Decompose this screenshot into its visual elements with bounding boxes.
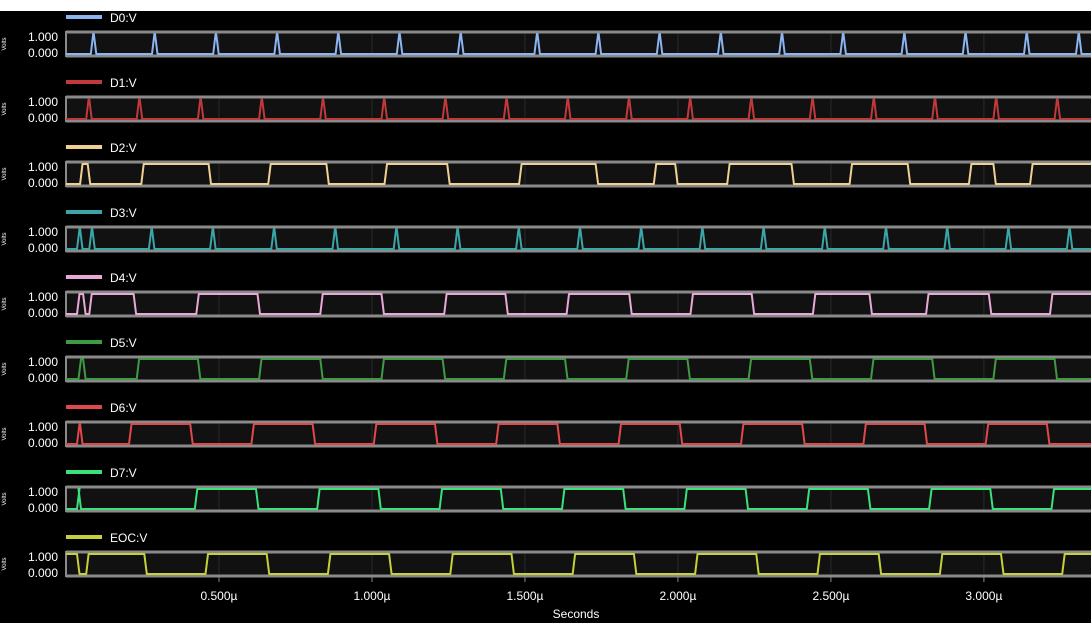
waveform-trace (66, 98, 1091, 120)
legend-label: D5:V (110, 336, 137, 350)
y-tick-label-low: 0.000 (28, 566, 58, 580)
legend-label: D2:V (110, 141, 137, 155)
legend-label: D1:V (110, 76, 137, 90)
y-tick-label-low: 0.000 (28, 306, 58, 320)
trace-plot-area (66, 356, 1091, 382)
y-tick-label-high: 1.000 (28, 485, 58, 499)
legend-label: D6:V (110, 401, 137, 415)
y-tick-label-high: 1.000 (28, 95, 58, 109)
trace-panel-d3v: D3:V 1.000 0.000 Volts (2, 206, 1091, 255)
x-tick-label: 0.500µ (201, 589, 238, 603)
y-axis-label: Volts (2, 557, 8, 570)
y-tick-label-low: 0.000 (28, 111, 58, 125)
legend-label: EOC:V (110, 531, 147, 545)
trace-panel-d1v: D1:V 1.000 0.000 Volts (2, 76, 1091, 125)
y-axis-label: Volts (2, 167, 8, 180)
x-tick-label: 1.500µ (506, 589, 543, 603)
x-tick-label: 2.500µ (812, 589, 849, 603)
waveform-trace (66, 553, 1091, 575)
trace-plot-area (66, 96, 1091, 122)
y-tick-label-low: 0.000 (28, 436, 58, 450)
y-tick-label-high: 1.000 (28, 290, 58, 304)
trace-plot-area (66, 551, 1091, 577)
y-tick-label-low: 0.000 (28, 371, 58, 385)
trace-plot-area (66, 31, 1091, 57)
y-tick-label-low: 0.000 (28, 501, 58, 515)
waveform-trace (66, 228, 1091, 250)
y-tick-label-high: 1.000 (28, 30, 58, 44)
x-tick-label: 3.000µ (965, 589, 1002, 603)
y-axis-label: Volts (2, 427, 8, 440)
y-tick-label-high: 1.000 (28, 225, 58, 239)
trace-plot-area (66, 421, 1091, 447)
trace-panel-d7v: D7:V 1.000 0.000 Volts (2, 466, 1091, 515)
trace-panel-d0v: D0:V 1.000 0.000 Volts (2, 11, 1091, 60)
legend-label: D3:V (110, 206, 137, 220)
y-tick-label-low: 0.000 (28, 241, 58, 255)
y-axis-label: Volts (2, 297, 8, 310)
trace-panel-d4v: D4:V 1.000 0.000 Volts (2, 271, 1091, 320)
waveform-trace (66, 293, 1091, 315)
waveform-trace (66, 163, 1091, 185)
trace-plot-area (66, 291, 1091, 317)
y-tick-label-low: 0.000 (28, 176, 58, 190)
y-tick-label-high: 1.000 (28, 355, 58, 369)
legend-label: D4:V (110, 271, 137, 285)
y-tick-label-high: 1.000 (28, 550, 58, 564)
y-axis-label: Volts (2, 37, 8, 50)
waveform-trace (66, 488, 1091, 510)
y-tick-label-high: 1.000 (28, 420, 58, 434)
y-tick-label-low: 0.000 (28, 46, 58, 60)
waveform-trace (66, 423, 1091, 445)
trace-panel-eocv: EOC:V 1.000 0.000 Volts (2, 531, 1091, 580)
y-axis-label: Volts (2, 102, 8, 115)
y-axis-label: Volts (2, 362, 8, 375)
x-tick-label: 2.000µ (659, 589, 696, 603)
waveform-trace (66, 358, 1091, 380)
x-axis-title: Seconds (553, 607, 600, 621)
y-tick-label-high: 1.000 (28, 160, 58, 174)
trace-panel-d5v: D5:V 1.000 0.000 Volts (2, 336, 1091, 385)
y-axis-label: Volts (2, 232, 8, 245)
trace-panel-d6v: D6:V 1.000 0.000 Volts (2, 401, 1091, 450)
legend-label: D0:V (110, 11, 137, 25)
x-axis: 0.500µ 1.000µ 1.500µ 2.000µ 2.500µ 3.000µ Seco… (201, 577, 1002, 621)
legend-label: D7:V (110, 466, 137, 480)
trace-plot-area (66, 486, 1091, 512)
window-top-bar (0, 0, 1091, 11)
waveform-trace (66, 33, 1091, 55)
x-tick-label: 1.000µ (353, 589, 390, 603)
y-axis-label: Volts (2, 492, 8, 505)
trace-plot-area (66, 161, 1091, 187)
trace-panel-d2v: D2:V 1.000 0.000 Volts (2, 141, 1091, 190)
